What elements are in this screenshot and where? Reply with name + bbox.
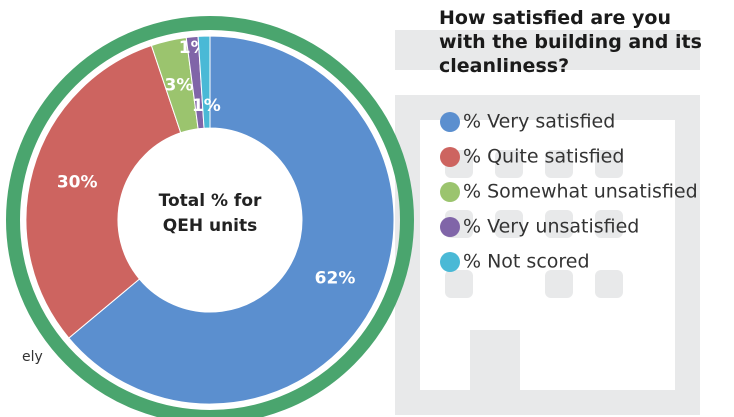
value-label: 30%: [57, 172, 98, 192]
chart-title: How satisfied are you with the building …: [439, 7, 702, 77]
legend-swatch: [440, 182, 460, 202]
slice: [68, 35, 395, 405]
legend-label: % Quite satisfied: [463, 146, 624, 168]
legend-swatch: [440, 217, 460, 237]
slice: [25, 44, 182, 339]
legend-swatch: [440, 147, 460, 167]
legend-swatch: [440, 252, 460, 272]
outer-ring: [6, 16, 414, 417]
legend-swatch: [440, 112, 460, 132]
legend-label: % Somewhat unsatisfied: [463, 181, 698, 203]
legend-label: % Very satisfied: [463, 111, 615, 133]
value-label: 62%: [315, 268, 356, 288]
legend-label: % Very unsatisfied: [463, 216, 639, 238]
slice: [197, 35, 211, 129]
legend-label: % Not scored: [463, 251, 590, 273]
center-text: Total % for: [159, 191, 262, 211]
value-label: 1%: [192, 96, 221, 116]
value-label: 3%: [165, 76, 194, 96]
center-text: QEH units: [163, 216, 258, 236]
annotation: ely: [22, 349, 43, 365]
